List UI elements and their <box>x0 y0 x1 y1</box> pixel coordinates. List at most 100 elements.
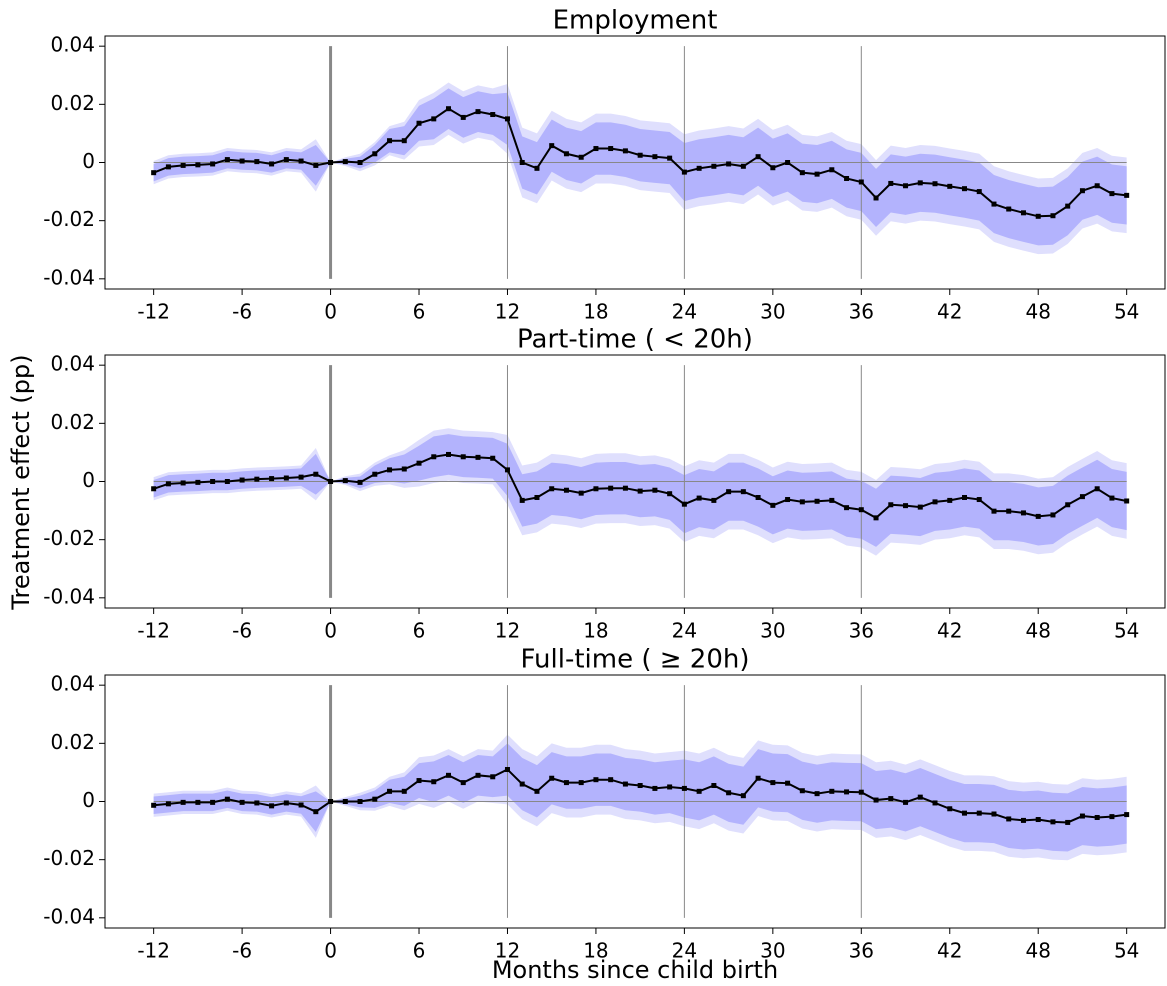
point-marker <box>844 175 850 181</box>
point-marker <box>1065 502 1071 508</box>
subplot: Full-time ( ≥ 20h) 0.04 0.02 0 -0.02 -0.04 -12… <box>43 645 1166 984</box>
point-marker <box>549 775 555 781</box>
point-marker <box>829 788 835 794</box>
point-marker <box>195 162 201 168</box>
point-marker <box>711 783 717 789</box>
x-tick-label: 18 <box>583 939 608 963</box>
x-tick-label: 12 <box>495 619 520 643</box>
point-marker <box>519 781 525 787</box>
point-marker <box>372 471 378 477</box>
y-tick-label: 0.02 <box>50 730 95 754</box>
point-marker <box>1006 816 1012 822</box>
point-marker <box>888 502 894 508</box>
x-tick-label: 48 <box>1025 300 1050 324</box>
point-marker <box>681 785 687 791</box>
point-marker <box>239 477 245 483</box>
point-marker <box>844 789 850 795</box>
point-marker <box>961 186 967 192</box>
point-marker <box>947 806 953 812</box>
point-marker <box>1050 213 1056 219</box>
point-marker <box>504 467 510 473</box>
point-marker <box>873 195 879 201</box>
point-marker <box>770 780 776 786</box>
point-marker <box>475 454 481 460</box>
point-marker <box>1094 183 1100 189</box>
x-tick-label: 30 <box>760 939 785 963</box>
point-marker <box>696 165 702 171</box>
point-marker <box>1094 814 1100 820</box>
point-marker <box>622 148 628 154</box>
point-marker <box>976 810 982 816</box>
point-marker <box>475 772 481 778</box>
point-marker <box>1124 192 1130 198</box>
point-marker <box>195 479 201 485</box>
point-marker <box>961 494 967 500</box>
y-tick-label: 0.02 <box>50 410 95 434</box>
point-marker <box>637 783 643 789</box>
point-marker <box>195 799 201 805</box>
point-marker <box>151 802 157 808</box>
x-tick-label: 24 <box>672 939 697 963</box>
point-marker <box>1035 213 1041 219</box>
point-marker <box>652 487 658 493</box>
point-marker <box>416 460 422 466</box>
point-marker <box>608 146 614 152</box>
x-tick-label: -12 <box>137 939 170 963</box>
point-marker <box>446 106 452 112</box>
point-marker <box>681 169 687 175</box>
x-tick-label: 42 <box>937 939 962 963</box>
x-tick-label: 0 <box>324 300 337 324</box>
point-marker <box>401 138 407 144</box>
point-marker <box>593 146 599 152</box>
point-marker <box>372 151 378 157</box>
x-tick-label: 42 <box>937 300 962 324</box>
y-tick-label: -0.04 <box>43 265 95 289</box>
point-marker <box>799 788 805 794</box>
point-marker <box>475 109 481 115</box>
point-marker <box>932 499 938 505</box>
point-marker <box>416 120 422 126</box>
point-marker <box>1006 206 1012 212</box>
point-marker <box>372 796 378 802</box>
point-marker <box>1109 495 1115 501</box>
point-marker <box>873 797 879 803</box>
point-marker <box>460 454 466 460</box>
x-tick-label: 18 <box>583 619 608 643</box>
point-marker <box>504 116 510 122</box>
point-marker <box>180 162 186 168</box>
point-marker <box>608 777 614 783</box>
point-marker <box>519 160 525 165</box>
point-marker <box>342 799 348 804</box>
point-marker <box>490 455 496 461</box>
x-tick-label: 36 <box>849 300 874 324</box>
point-marker <box>858 179 864 185</box>
point-marker <box>519 497 525 503</box>
point-marker <box>873 515 879 521</box>
x-tick-label: 0 <box>324 939 337 963</box>
point-marker <box>858 789 864 795</box>
y-tick-label: -0.04 <box>43 904 95 928</box>
point-marker <box>1094 486 1100 492</box>
point-marker <box>328 160 334 165</box>
point-marker <box>1020 510 1026 516</box>
point-marker <box>770 165 776 171</box>
point-marker <box>829 167 835 173</box>
point-marker <box>549 486 555 492</box>
point-marker <box>578 490 584 496</box>
point-marker <box>180 480 186 486</box>
point-marker <box>563 780 569 786</box>
point-marker <box>1050 512 1056 518</box>
point-marker <box>210 479 216 484</box>
point-marker <box>947 497 953 503</box>
x-tick-label: 54 <box>1114 300 1139 324</box>
point-marker <box>342 478 348 484</box>
point-marker <box>269 476 275 482</box>
x-tick-label: 12 <box>495 939 520 963</box>
point-marker <box>637 152 643 158</box>
x-tick-label: 48 <box>1025 939 1050 963</box>
y-tick-label: -0.02 <box>43 846 95 870</box>
point-marker <box>416 778 422 784</box>
point-marker <box>446 772 452 778</box>
point-marker <box>785 160 791 165</box>
point-marker <box>313 809 319 815</box>
